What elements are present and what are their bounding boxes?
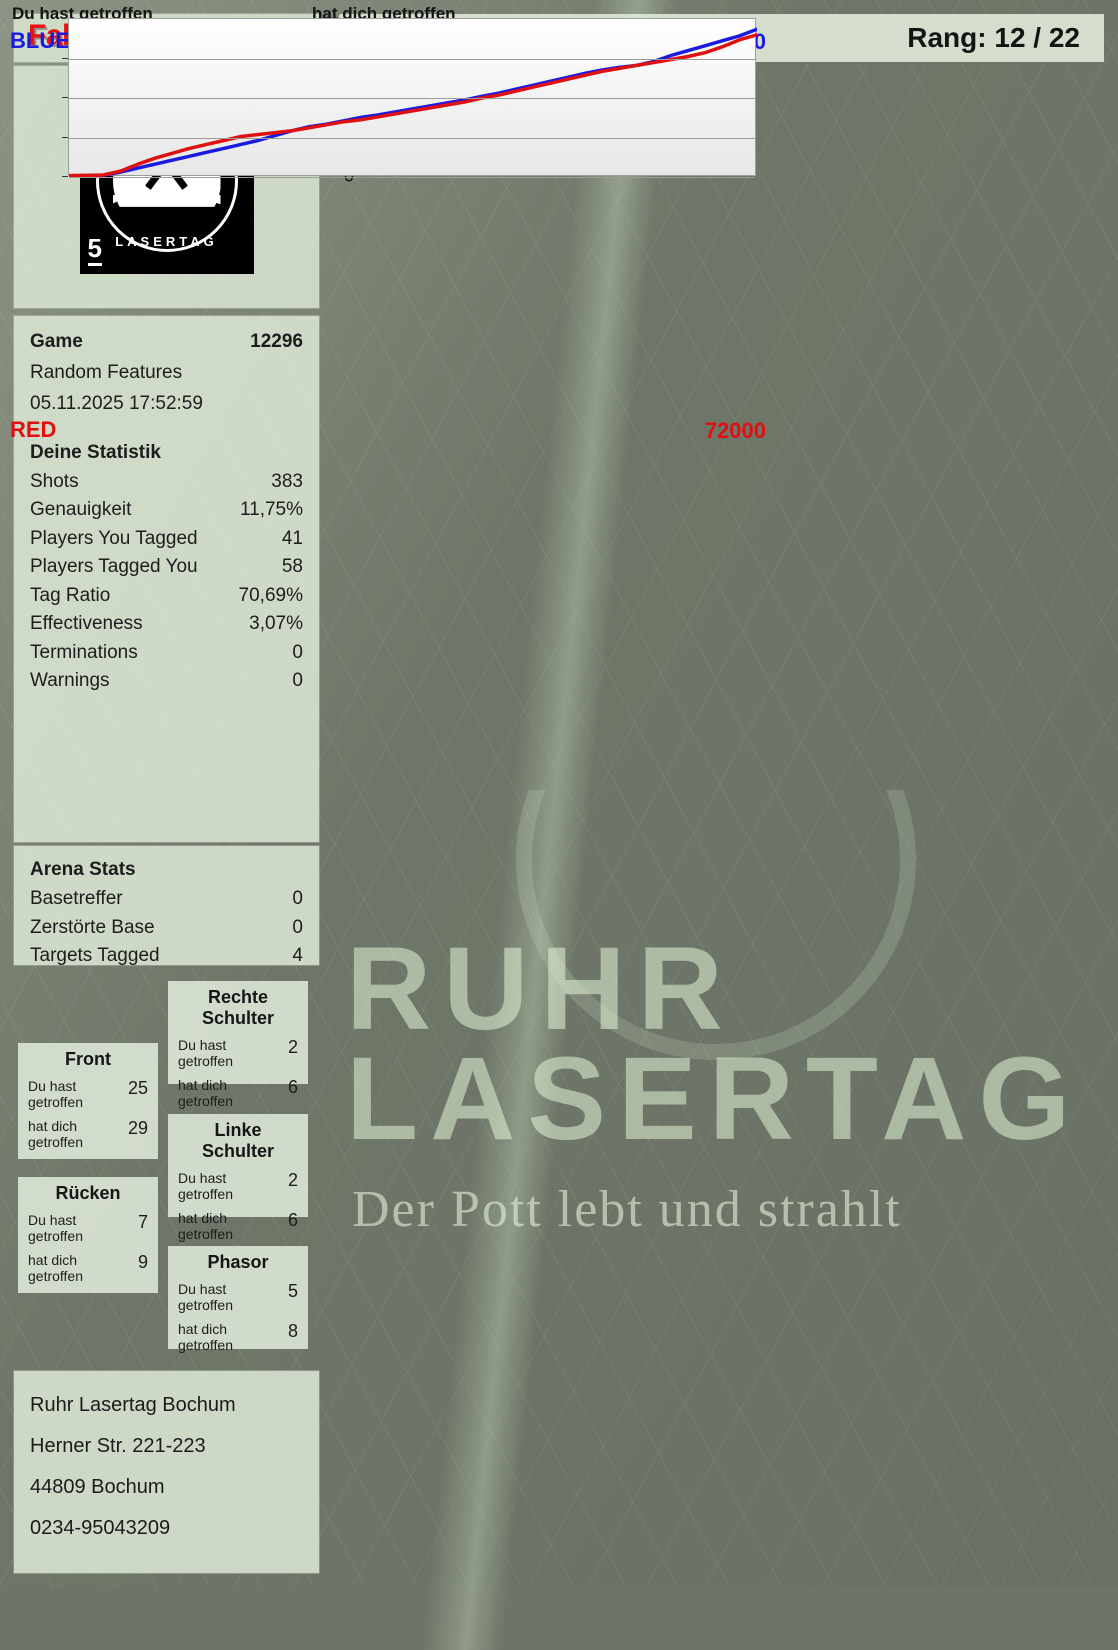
bodypart-back: Rücken Du hast getroffen 7 hat dich getro… [18,1177,158,1293]
chart-gridline [69,98,755,99]
stat-value: 70,69% [238,584,303,606]
stat-label: Targets Tagged [30,945,160,966]
you-hit-value: 25 [127,1078,148,1098]
arena-stat-row: Targets Tagged 4 [30,942,303,971]
stat-value: 3,07% [249,613,303,634]
bodypart-right-shoulder: Rechte Schulter Du hast getroffen 2 hat d… [168,981,308,1109]
you-hit-label: Du hast getroffen [178,1170,234,1202]
bodypart-left-shoulder: Linke Schulter Du hast getroffen 2 hat di… [168,1114,308,1242]
logo-badge-number: 5 [87,235,102,266]
chart-plot-area [67,18,759,178]
stat-value: 0 [292,641,303,663]
arena-stats-title: Arena Stats [30,859,136,880]
stat-row: Tag Ratio 70,69% [30,582,303,611]
hit-you-label: hat dich getroffen [178,1077,234,1109]
you-hit-label: Du hast getroffen [178,1037,234,1069]
you-hit-value: 5 [287,1281,298,1301]
venue-lines: Ruhr Lasertag Bochum Herner Str. 221-223 4… [14,1371,319,1549]
stat-row: Genauigkeit 11,75% [30,496,303,525]
stat-label: Terminations [30,641,138,663]
hit-you-value: 6 [287,1210,298,1230]
venue-line: Ruhr Lasertag Bochum [30,1394,236,1416]
venue-line: 0234-95043209 [30,1517,171,1539]
you-hit-label: Du hast getroffen [28,1212,84,1244]
hit-you-label: hat dich getroffen [178,1321,234,1353]
bodypart-title: Front [65,1049,111,1069]
bodypart-title: Rechte Schulter [201,987,275,1028]
arena-stat-row: Zerstörte Base 0 [30,914,303,943]
stat-value: 4 [292,945,303,966]
stat-value: 0 [292,888,303,909]
hit-you-label: hat dich getroffen [28,1118,84,1150]
your-stats-title: Deine Statistik [30,441,161,463]
arena-stat-row: Basetreffer 0 [30,885,303,914]
bodypart-phasor: Phasor Du hast getroffen 5 hat dich getro… [168,1246,308,1353]
team-total-score: 72000 [704,418,766,444]
team-name: RED [10,417,57,443]
you-hit-value: 2 [287,1037,298,1057]
venue-line: 44809 Bochum [30,1476,165,1498]
hit-you-value: 8 [287,1321,298,1341]
team-name: BLUE [10,28,70,53]
game-datetime: 05.11.2025 17:52:59 [30,392,203,414]
player-stats-panel: Game 12296 Random Features 05.11.2025 17… [14,316,319,842]
bodypart-title: Rücken [55,1183,121,1203]
arena-stats-rows: Basetreffer 0 Zerstörte Base 0 Targets Tagge… [30,885,303,971]
your-stats-rows: Shots 383 Genauigkeit 11,75% Players You Tag… [30,468,303,696]
stat-value: 41 [281,527,303,549]
you-hit-label: Du hast getroffen [28,1078,84,1110]
stat-value: 0 [292,670,303,691]
chart-y-tick-mark [62,57,68,59]
bodypart-front: Front Du hast getroffen 25 hat dich getro… [18,1043,158,1159]
stat-value: 0 [292,916,303,938]
rank-label: Rang: 12 / 22 [907,22,1080,53]
team-title-row: RED 72000 [0,417,782,445]
venue-info-panel: Ruhr Lasertag Bochum Herner Str. 221-223 4… [14,1371,319,1573]
stat-row: Players Tagged You 58 [30,553,303,582]
chart-gridline [69,137,755,139]
stat-row: Players You Tagged 41 [30,525,303,554]
you-hit-value: 2 [287,1170,298,1190]
game-id: 12296 [250,331,303,352]
you-hit-label: Du hast getroffen [178,1281,234,1313]
logo-bottom-text: LASERTAG [115,234,218,249]
stat-row: Warnings 0 [30,667,303,696]
stat-label: Effectiveness [30,613,143,634]
hit-you-label: hat dich getroffen [178,1210,234,1242]
hit-you-value: 29 [127,1118,148,1138]
chart-y-tick-mark [62,176,68,177]
stat-value: 383 [271,470,303,492]
stat-label: Tag Ratio [30,584,111,606]
bodypart-title: Linke Schulter [201,1120,275,1161]
stat-label: Basetreffer [30,888,123,909]
game-mode: Random Features [30,361,183,383]
arena-stats-panel: Arena Stats Basetreffer 0 Zerstörte Base 0 T… [14,846,319,966]
stat-value: 11,75% [239,499,303,520]
stat-label: Players You Tagged [30,527,198,549]
chart-y-tick-mark [62,97,68,98]
chart-gridline [69,58,755,60]
stat-label: Zerstörte Base [30,916,155,938]
stat-row: Terminations 0 [30,639,303,668]
hit-you-value: 6 [287,1077,298,1097]
stat-value: 58 [281,556,303,577]
game-label: Game [30,331,83,352]
stat-label: Genauigkeit [30,499,132,520]
you-hit-value: 7 [137,1212,148,1232]
hit-you-value: 9 [137,1252,148,1272]
game-row: Game 12296 [30,328,303,357]
hit-you-label: hat dich getroffen [28,1252,84,1284]
chart-series-red [67,33,759,178]
stat-label: Players Tagged You [30,556,198,577]
stat-label: Warnings [30,670,110,691]
chart-y-tick-mark [62,136,68,138]
venue-line: Herner Str. 221-223 [30,1435,206,1457]
chart-gridline [69,177,755,178]
stat-row: Effectiveness 3,07% [30,610,303,639]
chart-lines [67,27,759,178]
bodypart-title: Phasor [207,1252,269,1272]
stat-label: Shots [30,470,79,492]
stat-row: Shots 383 [30,468,303,497]
